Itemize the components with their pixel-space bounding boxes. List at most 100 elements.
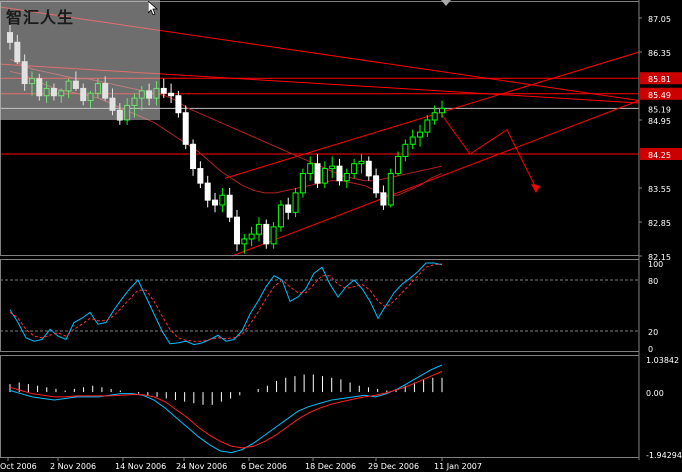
candle-body [160,87,167,94]
candle-body [424,119,431,133]
price-label-box-text: 85.49 [648,91,671,100]
candle [190,139,197,176]
macd-tick-label: 0.00 [646,389,664,398]
top-marker-icon [441,0,451,6]
mouse-cursor-icon [148,1,158,15]
candle-body [182,112,189,145]
date-tick-label: 6 Dec 2006 [241,462,287,471]
candle-body [233,216,240,245]
candle [248,226,255,247]
price-label-box [640,72,682,85]
candle-body [387,172,394,206]
macd-tick-label: 1.03842 [646,356,679,365]
candle [197,161,204,188]
candle-body [358,160,365,165]
projection-path [441,114,537,189]
candle [365,156,372,181]
candle-body [336,165,343,182]
stochastic-tick-label: 100 [648,260,663,269]
candle [307,156,314,181]
candle [439,100,445,118]
stochastic-panel [0,262,639,346]
candle [431,105,438,125]
candle [204,175,211,208]
candle-body [197,168,204,184]
candle [182,105,189,150]
price-label-box-text: 85.19 [648,105,671,114]
date-tick-label: Oct 2006 [0,462,37,471]
macd-tick-label: -1.94294 [646,451,682,460]
candle-body [204,182,211,201]
date-tick-label: 11 Jan 2007 [434,462,482,471]
panel-frame [0,355,640,458]
candle [270,222,277,249]
candle [321,161,328,188]
price-tick-label: 82.15 [648,253,671,262]
candle-body [409,136,416,145]
candle-body [255,223,262,235]
macd-panel [9,364,443,454]
candle [160,78,167,99]
candle [168,83,175,103]
candle-body [431,112,438,121]
candle-body [270,226,277,245]
candle-body [241,238,248,245]
candle [241,234,248,254]
candle-body [190,143,197,170]
candle-body [329,165,336,170]
price-label-box [640,148,682,160]
candle [395,151,402,176]
candle [255,217,262,242]
stochastic-tick-label: 80 [648,277,658,286]
stochastic-tick-label: 20 [648,328,658,337]
candle [263,219,270,249]
candle [175,90,182,118]
candle-body [343,172,350,182]
candle [402,139,409,162]
price-label-box-text: 85.81 [648,75,671,84]
candle-body [380,192,387,206]
watermark-overlay: 智汇人生 [0,0,160,120]
candle-body [417,131,424,138]
price-tick-label: 82.85 [648,219,671,228]
candle [219,188,226,213]
candle-body [321,168,328,184]
candle-body [395,155,402,174]
panel-frame [0,259,640,352]
price-label-box [640,102,682,115]
candle [336,158,343,186]
macd-signal-line [9,370,443,449]
candle [380,185,387,210]
price-tick-label: 87.05 [648,15,671,24]
candle [299,168,306,198]
candle [358,154,365,174]
stochastic-tick-label: 0 [648,345,653,354]
channel-line [231,100,640,257]
price-tick-label: 83.55 [648,185,671,194]
candle-body [299,172,306,194]
candle-body [292,192,299,213]
watermark-text: 智汇人生 [6,8,75,27]
candle-body [168,92,175,97]
candle-body [219,194,226,206]
candle [212,192,219,213]
projection-arrow-icon [531,183,540,193]
candle-body [351,163,358,174]
candle [285,197,292,220]
candle [409,129,416,150]
stochastic-signal-line [9,263,443,342]
candle-body [263,223,270,245]
candle [351,158,358,179]
candle-body [314,163,321,184]
candle [373,168,380,198]
price-tick-label: 86.35 [648,49,671,58]
date-tick-label: 14 Nov 2006 [115,462,166,471]
candle [292,188,299,218]
candle [417,124,424,147]
candle [343,168,350,188]
candle-body [439,107,445,114]
candle-body [365,160,372,177]
date-tick-label: 29 Dec 2006 [368,462,419,471]
